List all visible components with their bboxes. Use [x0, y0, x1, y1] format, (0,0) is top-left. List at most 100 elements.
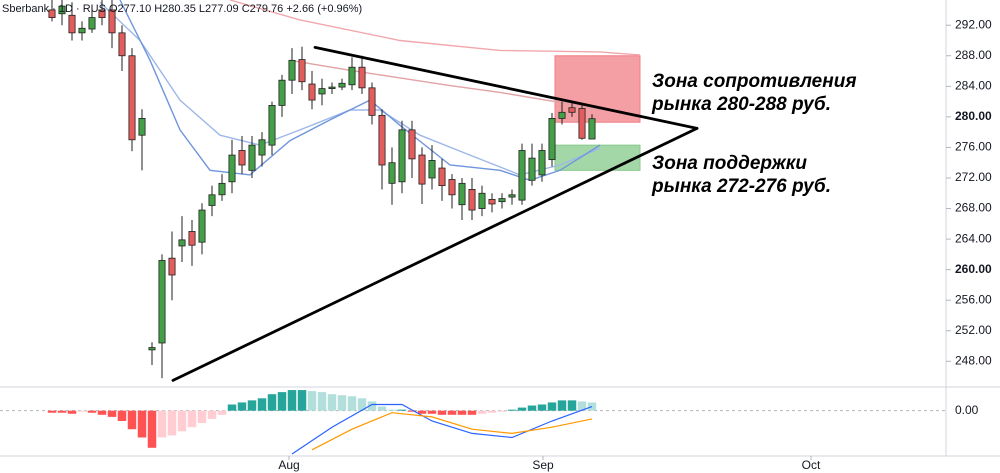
macd-bar	[227, 404, 237, 411]
macd-bar	[397, 409, 407, 411]
candle-body	[278, 79, 286, 106]
macd-bar	[527, 405, 537, 411]
macd-bar	[457, 410, 467, 415]
candle-body	[218, 182, 226, 196]
chart-title: Sberbank · 1D · RUS O277.10 H280.35 L277…	[2, 3, 362, 15]
candle-body	[168, 257, 176, 276]
moving-average	[229, 0, 641, 56]
macd-bar	[387, 409, 397, 411]
candle-body	[98, 9, 106, 18]
y-tick-label: 288.00	[955, 48, 992, 62]
macd-line	[311, 412, 593, 451]
candle-body	[308, 83, 316, 101]
macd-bar	[197, 410, 207, 424]
candle-body	[328, 86, 336, 90]
y-tick-label: 0.00	[955, 403, 979, 417]
candle-body	[478, 192, 486, 209]
candle-body	[238, 150, 246, 166]
candle-body	[208, 194, 216, 206]
macd-bar	[307, 391, 317, 411]
macd-bar	[87, 410, 97, 413]
macd-bar	[487, 410, 497, 413]
candle-body	[248, 144, 256, 171]
macd-bar	[437, 410, 447, 415]
y-tick-label: 252.00	[955, 323, 992, 337]
y-tick-label: 268.00	[955, 201, 992, 215]
candle-body	[138, 118, 146, 136]
macd-bar	[587, 402, 597, 411]
candle-body	[128, 55, 136, 141]
macd-bar	[317, 392, 327, 411]
candle-body	[178, 239, 186, 247]
y-tick-label: 272.00	[955, 170, 992, 184]
macd-bar	[507, 409, 517, 411]
candle-body	[408, 129, 416, 160]
candle-body	[108, 9, 116, 34]
macd-bar	[517, 407, 527, 411]
macd-bar	[237, 402, 247, 411]
candle-body	[448, 179, 456, 196]
candle-body	[198, 209, 206, 243]
macd-bar	[127, 410, 137, 430]
candle-body	[88, 17, 96, 30]
trendline	[171, 126, 699, 382]
macd-bar	[57, 410, 67, 413]
macd-bar	[287, 390, 297, 411]
macd-bar	[497, 410, 507, 412]
y-tick-label: 260.00	[955, 262, 992, 276]
macd-bar	[337, 395, 347, 411]
y-tick-label: 256.00	[955, 292, 992, 306]
macd-bar	[557, 400, 567, 411]
price-pane	[48, 0, 699, 382]
candle-body	[418, 154, 426, 185]
macd-bar	[417, 410, 427, 414]
trendline	[313, 45, 699, 130]
macd-bar	[217, 410, 227, 415]
macd-bar	[267, 394, 277, 411]
y-tick-label: 264.00	[955, 231, 992, 245]
macd-bar	[357, 398, 367, 411]
candle-body	[118, 32, 126, 57]
candle-body	[528, 157, 536, 181]
candle-body	[508, 194, 516, 198]
x-tick-label: Aug	[278, 458, 299, 472]
macd-bar	[117, 410, 127, 421]
x-tick-label: Oct	[802, 458, 821, 472]
y-tick-label: 276.00	[955, 140, 992, 154]
macd-bar	[327, 394, 337, 411]
y-tick-label: 280.00	[955, 109, 992, 123]
macd-bar	[257, 398, 267, 411]
candle-body	[348, 66, 356, 86]
macd-bar	[157, 410, 167, 438]
macd-bar	[477, 410, 487, 414]
macd-bar	[277, 392, 287, 411]
candle-body	[588, 118, 596, 140]
candle-body	[148, 347, 156, 351]
macd-bar	[177, 410, 187, 432]
macd-bar	[547, 402, 557, 411]
candle-body	[548, 118, 556, 161]
annotation-text: Зона поддержки	[652, 153, 807, 174]
candle-body	[518, 150, 526, 201]
macd-bar	[577, 401, 587, 411]
candle-body	[578, 108, 586, 139]
candle-body	[438, 167, 446, 187]
candle-body	[78, 27, 86, 34]
annotation-text: Зона сопротивления	[652, 71, 857, 92]
candle-body	[258, 139, 266, 156]
macd-bar	[247, 400, 257, 411]
candle-body	[368, 87, 376, 116]
candle-body	[48, 9, 56, 18]
macd-bar	[47, 410, 57, 413]
macd-bar	[297, 390, 307, 411]
candle-body	[188, 231, 196, 246]
macd-bar	[187, 410, 197, 428]
y-tick-label: 248.00	[955, 353, 992, 367]
candle-body	[568, 107, 576, 113]
candle-body	[68, 14, 76, 34]
candle-body	[338, 82, 346, 88]
